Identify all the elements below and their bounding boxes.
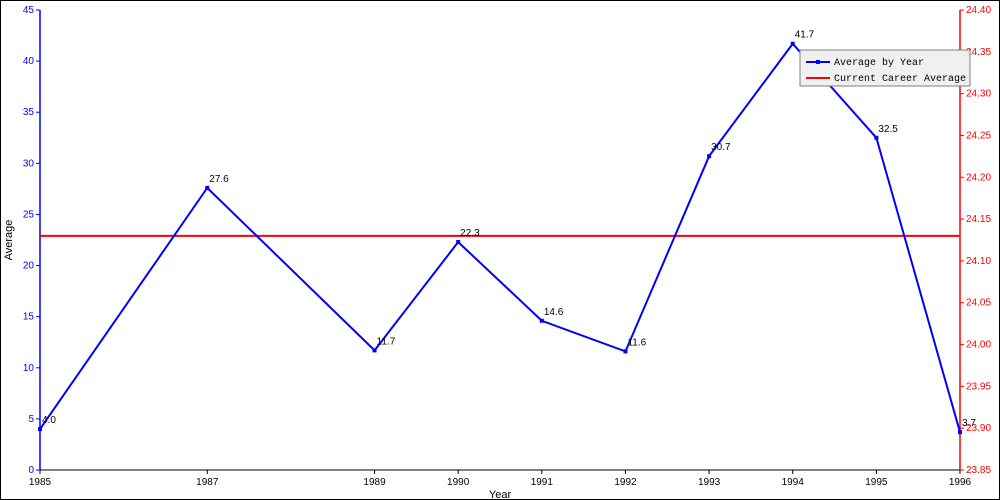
data-point-label: 30.7: [711, 142, 731, 153]
x-tick-label: 1987: [196, 477, 219, 488]
chart-container: 051015202530354045Average23.8523.9023.95…: [0, 0, 1000, 500]
y-right-tick-label: 23.85: [966, 465, 991, 476]
data-point-marker: [373, 348, 377, 352]
x-tick-label: 1985: [29, 477, 52, 488]
data-point-marker: [623, 349, 627, 353]
y-left-tick-label: 30: [23, 158, 35, 169]
data-point-label: 4.0: [42, 415, 56, 426]
data-point-label: 14.6: [544, 307, 564, 318]
y-right-tick-label: 24.05: [966, 298, 991, 309]
data-point-marker: [456, 240, 460, 244]
data-point-marker: [874, 136, 878, 140]
y-left-tick-label: 40: [23, 56, 35, 67]
chart-svg: 051015202530354045Average23.8523.9023.95…: [0, 0, 1000, 500]
y-axis-left-label: Average: [3, 220, 15, 261]
x-tick-label: 1996: [949, 477, 972, 488]
y-left-tick-label: 25: [23, 209, 35, 220]
data-point-marker: [205, 186, 209, 190]
data-point-label: 11.6: [627, 337, 646, 348]
y-right-tick-label: 24.00: [966, 340, 991, 351]
x-tick-label: 1989: [363, 477, 386, 488]
x-tick-label: 1992: [614, 477, 637, 488]
x-tick-label: 1995: [865, 477, 888, 488]
x-tick-label: 1993: [698, 477, 721, 488]
data-point-marker: [958, 430, 962, 434]
y-right-tick-label: 24.40: [966, 5, 991, 16]
y-right-tick-label: 23.95: [966, 381, 991, 392]
y-left-tick-label: 10: [23, 363, 35, 374]
y-right-tick-label: 24.10: [966, 256, 991, 267]
x-axis-label: Year: [489, 489, 512, 500]
y-left-tick-label: 20: [23, 261, 35, 272]
data-point-marker: [791, 42, 795, 46]
x-tick-label: 1990: [447, 477, 470, 488]
y-left-tick-label: 45: [23, 5, 35, 16]
y-left-tick-label: 5: [28, 414, 34, 425]
x-tick-label: 1994: [782, 477, 805, 488]
y-left-tick-label: 0: [28, 465, 34, 476]
legend: Average by Year Current Career Average: [800, 50, 970, 86]
data-point-marker: [38, 427, 42, 431]
y-right-tick-label: 24.25: [966, 130, 991, 141]
x-tick-label: 1991: [531, 477, 554, 488]
data-point-label: 3.7: [962, 418, 976, 429]
y-right-tick-label: 24.30: [966, 89, 991, 100]
y-left-tick-label: 35: [23, 107, 35, 118]
data-point-label: 11.7: [377, 336, 396, 347]
data-point-marker: [540, 319, 544, 323]
y-right-tick-label: 24.20: [966, 172, 991, 183]
data-point-marker: [707, 154, 711, 158]
legend-item-label: Current Career Average: [834, 74, 966, 85]
y-left-tick-label: 15: [23, 312, 35, 323]
data-point-label: 22.3: [460, 228, 480, 239]
y-right-tick-label: 24.15: [966, 214, 991, 225]
data-point-label: 27.6: [209, 174, 229, 185]
data-point-label: 41.7: [795, 30, 815, 41]
legend-item-label: Average by Year: [834, 57, 924, 69]
data-point-label: 32.5: [878, 124, 898, 135]
